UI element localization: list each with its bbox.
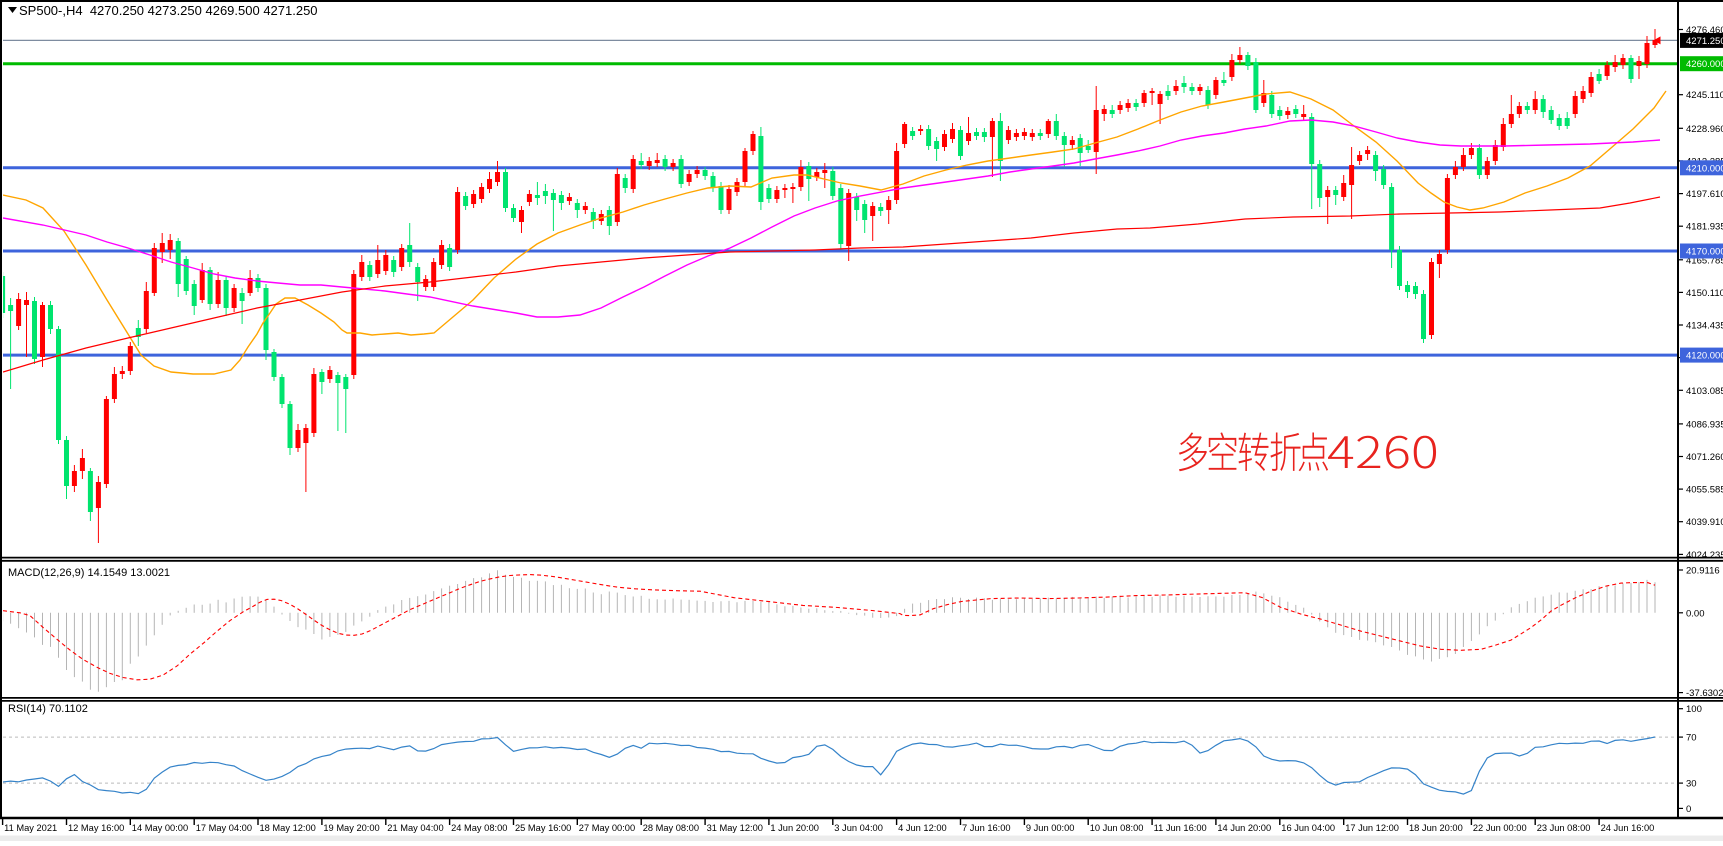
svg-text:22 Jun 00:00: 22 Jun 00:00 xyxy=(1473,823,1527,833)
svg-text:17 Jun 12:00: 17 Jun 12:00 xyxy=(1345,823,1399,833)
svg-text:4165.785: 4165.785 xyxy=(1686,255,1723,266)
svg-text:31 May 12:00: 31 May 12:00 xyxy=(707,823,763,833)
svg-text:18 May 12:00: 18 May 12:00 xyxy=(260,823,316,833)
svg-text:4055.585: 4055.585 xyxy=(1686,485,1723,496)
svg-text:4 Jun 12:00: 4 Jun 12:00 xyxy=(898,823,947,833)
svg-text:9 Jun 00:00: 9 Jun 00:00 xyxy=(1026,823,1075,833)
svg-text:10 Jun 08:00: 10 Jun 08:00 xyxy=(1090,823,1144,833)
svg-text:4086.935: 4086.935 xyxy=(1686,419,1723,430)
svg-text:0: 0 xyxy=(1686,804,1691,815)
svg-text:-37.6302: -37.6302 xyxy=(1686,688,1723,699)
svg-text:28 May 08:00: 28 May 08:00 xyxy=(643,823,699,833)
svg-text:25 May 16:00: 25 May 16:00 xyxy=(515,823,571,833)
svg-text:17 May 04:00: 17 May 04:00 xyxy=(196,823,252,833)
svg-text:70: 70 xyxy=(1686,733,1697,744)
svg-text:3 Jun 04:00: 3 Jun 04:00 xyxy=(834,823,883,833)
svg-text:4103.085: 4103.085 xyxy=(1686,386,1723,397)
svg-text:4170.000: 4170.000 xyxy=(1686,247,1723,258)
svg-text:4210.000: 4210.000 xyxy=(1686,163,1723,174)
svg-text:11 May 2021: 11 May 2021 xyxy=(4,823,57,833)
svg-text:4181.935: 4181.935 xyxy=(1686,222,1723,233)
svg-text:19 May 20:00: 19 May 20:00 xyxy=(323,823,379,833)
svg-text:100: 100 xyxy=(1686,704,1702,715)
svg-text:14 Jun 20:00: 14 Jun 20:00 xyxy=(1217,823,1271,833)
svg-text:MACD(12,26,9) 14.1549 13.0021: MACD(12,26,9) 14.1549 13.0021 xyxy=(8,567,170,579)
svg-text:24 Jun 16:00: 24 Jun 16:00 xyxy=(1601,823,1655,833)
svg-text:4197.610: 4197.610 xyxy=(1686,189,1723,200)
svg-text:4134.435: 4134.435 xyxy=(1686,321,1723,332)
svg-text:4276.460: 4276.460 xyxy=(1686,25,1723,36)
svg-text:18 Jun 20:00: 18 Jun 20:00 xyxy=(1409,823,1463,833)
svg-text:12 May 16:00: 12 May 16:00 xyxy=(68,823,124,833)
svg-text:4120.000: 4120.000 xyxy=(1686,351,1723,362)
svg-text:14 May 00:00: 14 May 00:00 xyxy=(132,823,188,833)
svg-text:20.9116: 20.9116 xyxy=(1686,566,1720,577)
svg-text:4228.960: 4228.960 xyxy=(1686,124,1723,135)
svg-text:0.00: 0.00 xyxy=(1686,608,1705,619)
svg-text:4071.260: 4071.260 xyxy=(1686,452,1723,463)
svg-text:4024.235: 4024.235 xyxy=(1686,550,1723,561)
svg-text:16 Jun 04:00: 16 Jun 04:00 xyxy=(1281,823,1335,833)
svg-text:4260.000: 4260.000 xyxy=(1686,59,1723,70)
svg-text:27 May 00:00: 27 May 00:00 xyxy=(579,823,635,833)
svg-text:SP500-,H4 4270.250 4273.250 4: SP500-,H4 4270.250 4273.250 4269.500 427… xyxy=(19,3,318,18)
svg-text:30: 30 xyxy=(1686,779,1697,790)
svg-text:4150.110: 4150.110 xyxy=(1686,288,1723,299)
svg-text:11 Jun 16:00: 11 Jun 16:00 xyxy=(1154,823,1207,833)
svg-text:7 Jun 16:00: 7 Jun 16:00 xyxy=(962,823,1011,833)
svg-text:4245.110: 4245.110 xyxy=(1686,90,1723,101)
svg-text:RSI(14) 70.1102: RSI(14) 70.1102 xyxy=(8,703,88,715)
svg-text:4039.910: 4039.910 xyxy=(1686,517,1723,528)
svg-text:1 Jun 20:00: 1 Jun 20:00 xyxy=(770,823,819,833)
svg-text:21 May 04:00: 21 May 04:00 xyxy=(387,823,443,833)
svg-text:4271.250: 4271.250 xyxy=(1686,36,1723,47)
svg-text:24 May 08:00: 24 May 08:00 xyxy=(451,823,507,833)
svg-text:23 Jun 08:00: 23 Jun 08:00 xyxy=(1537,823,1591,833)
